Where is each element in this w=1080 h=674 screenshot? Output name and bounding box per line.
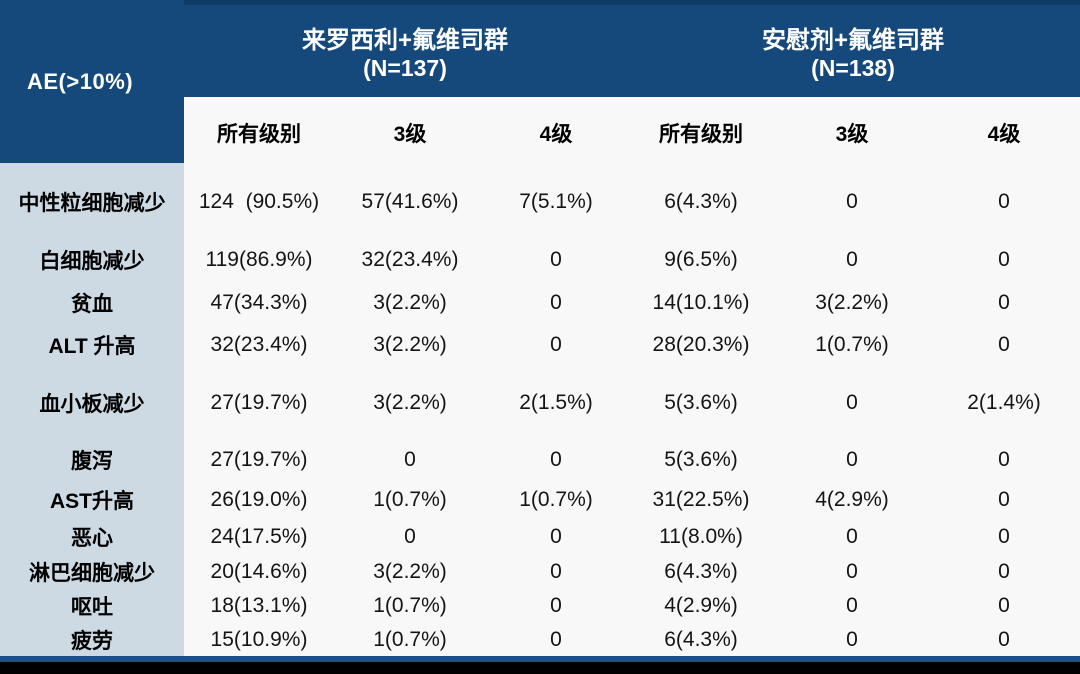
data-area-background <box>184 97 1080 656</box>
subheader-grade3-2: 3级 <box>835 122 869 146</box>
ae-value-cell: 24(17.5%) <box>210 525 308 548</box>
ae-value-cell: 0 <box>998 248 1010 271</box>
ae-row-label: 腹泻 <box>71 449 113 473</box>
ae-row-label: 恶心 <box>71 527 113 550</box>
ae-value-cell: 0 <box>998 291 1010 314</box>
ae-value-cell: 0 <box>846 190 858 213</box>
ae-value-cell: 1(0.7%) <box>373 627 447 651</box>
ae-value-cell: 0 <box>998 447 1010 471</box>
ae-value-cell: 0 <box>998 488 1010 511</box>
ae-value-cell: 0 <box>550 560 562 583</box>
ae-value-cell: 0 <box>550 525 562 548</box>
ae-row-label: 疲劳 <box>71 629 113 653</box>
ae-row-label: 呕吐 <box>71 596 113 619</box>
group1-n-count: (N=137) <box>363 54 447 81</box>
top-edge-strip <box>0 0 1080 5</box>
ae-value-cell: 1(0.7%) <box>373 488 447 511</box>
grade-subheader-row: 所有级别 3级 4级 所有级别 3级 4级 <box>184 97 1080 168</box>
subheader-all-grades-1: 所有级别 <box>217 122 301 146</box>
ae-value-cell: 4(2.9%) <box>664 594 738 617</box>
ae-value-cell: 47(34.3%) <box>210 291 308 314</box>
ae-value-cell: 3(2.2%) <box>373 391 447 414</box>
ae-value-cell: 119(86.9%) <box>205 248 313 271</box>
subheader-grade4-2: 4级 <box>987 122 1021 146</box>
ae-value-cell: 0 <box>550 333 562 356</box>
ae-value-cell: 3(2.2%) <box>373 333 447 356</box>
ae-value-cell: 3(2.2%) <box>373 560 447 583</box>
ae-value-cell: 0 <box>998 525 1010 548</box>
ae-row-label: 贫血 <box>71 293 113 316</box>
ae-value-cell: 4(2.9%) <box>815 488 889 511</box>
ae-value-cell: 0 <box>846 627 858 651</box>
bottom-black-bar <box>0 662 1080 674</box>
ae-value-cell: 0 <box>846 248 858 271</box>
ae-value-cell: 32(23.4%) <box>210 333 308 356</box>
ae-value-cell: 57(41.6%) <box>361 190 459 213</box>
ae-value-cell: 0 <box>550 248 562 271</box>
ae-value-cell: 0 <box>550 594 562 617</box>
ae-value-cell: 20(14.6%) <box>210 560 308 583</box>
group1-title: 来罗西利+氟维司群 <box>301 26 508 54</box>
ae-value-cell: 0 <box>998 560 1010 583</box>
ae-value-cell: 27(19.7%) <box>210 391 308 414</box>
label-column-background <box>0 163 184 656</box>
ae-row-label: AST升高 <box>50 490 134 513</box>
ae-value-cell: 0 <box>846 560 858 583</box>
ae-value-cell: 1(0.7%) <box>519 488 593 511</box>
ae-value-cell: 11(8.0%) <box>659 525 743 548</box>
corner-header-label: AE(>10%) <box>27 68 134 94</box>
ae-data-grid: 中性粒细胞减少 124 (90.5%) 57(41.6%) 7(5.1%) 6(… <box>0 168 1080 656</box>
ae-value-cell: 0 <box>550 627 562 651</box>
ae-value-cell: 0 <box>404 525 416 548</box>
ae-value-cell: 2(1.4%) <box>967 391 1041 414</box>
ae-value-cell: 31(22.5%) <box>652 488 750 511</box>
group2-title: 安慰剂+氟维司群 <box>761 26 944 54</box>
ae-value-cell: 0 <box>998 333 1010 356</box>
ae-value-cell: 0 <box>846 594 858 617</box>
ae-value-cell: 15(10.9%) <box>210 627 308 651</box>
ae-value-cell: 28(20.3%) <box>652 333 750 356</box>
ae-value-cell: 27(19.7%) <box>210 447 308 471</box>
ae-value-cell: 1(0.7%) <box>815 333 889 356</box>
ae-value-cell: 124 (90.5%) <box>198 190 320 213</box>
ae-value-cell: 0 <box>404 447 416 471</box>
ae-value-cell: 3(2.2%) <box>373 291 447 314</box>
group-header-lerociclib-fulvestrant: 来罗西利+氟维司群 (N=137) <box>184 0 626 97</box>
ae-value-cell: 2(1.5%) <box>519 391 593 414</box>
group2-n-count: (N=138) <box>811 54 895 81</box>
ae-value-cell: 1(0.7%) <box>373 594 447 617</box>
ae-value-cell: 6(4.3%) <box>664 627 738 651</box>
ae-value-cell: 5(3.6%) <box>664 391 738 414</box>
ae-row-label: ALT 升高 <box>48 335 136 358</box>
bottom-divider-line <box>0 656 1080 662</box>
group-header-placebo-fulvestrant: 安慰剂+氟维司群 (N=138) <box>626 0 1080 97</box>
ae-value-cell: 0 <box>846 447 858 471</box>
ae-value-cell: 32(23.4%) <box>361 248 459 271</box>
ae-value-cell: 0 <box>550 291 562 314</box>
corner-header-cell: AE(>10%) <box>0 0 184 163</box>
ae-value-cell: 18(13.1%) <box>210 594 308 617</box>
ae-value-cell: 14(10.1%) <box>652 291 750 314</box>
ae-row-label: 白细胞减少 <box>39 250 145 273</box>
ae-value-cell: 5(3.6%) <box>664 447 738 471</box>
subheader-grade4-1: 4级 <box>539 122 573 146</box>
ae-row-label: 淋巴细胞减少 <box>29 562 155 585</box>
ae-value-cell: 0 <box>846 391 858 414</box>
ae-value-cell: 7(5.1%) <box>519 190 593 213</box>
subheader-all-grades-2: 所有级别 <box>659 122 743 146</box>
ae-value-cell: 0 <box>846 525 858 548</box>
ae-row-label: 血小板减少 <box>39 393 145 416</box>
ae-value-cell: 26(19.0%) <box>210 488 308 511</box>
ae-value-cell: 0 <box>998 190 1010 213</box>
ae-value-cell: 3(2.2%) <box>815 291 889 314</box>
ae-value-cell: 0 <box>550 447 562 471</box>
subheader-grade3-1: 3级 <box>393 122 427 146</box>
ae-value-cell: 6(4.3%) <box>664 190 738 213</box>
ae-value-cell: 9(6.5%) <box>664 248 738 271</box>
ae-value-cell: 0 <box>998 594 1010 617</box>
ae-value-cell: 0 <box>998 627 1010 651</box>
ae-row-label: 中性粒细胞减少 <box>18 192 166 215</box>
ae-value-cell: 6(4.3%) <box>664 560 738 583</box>
